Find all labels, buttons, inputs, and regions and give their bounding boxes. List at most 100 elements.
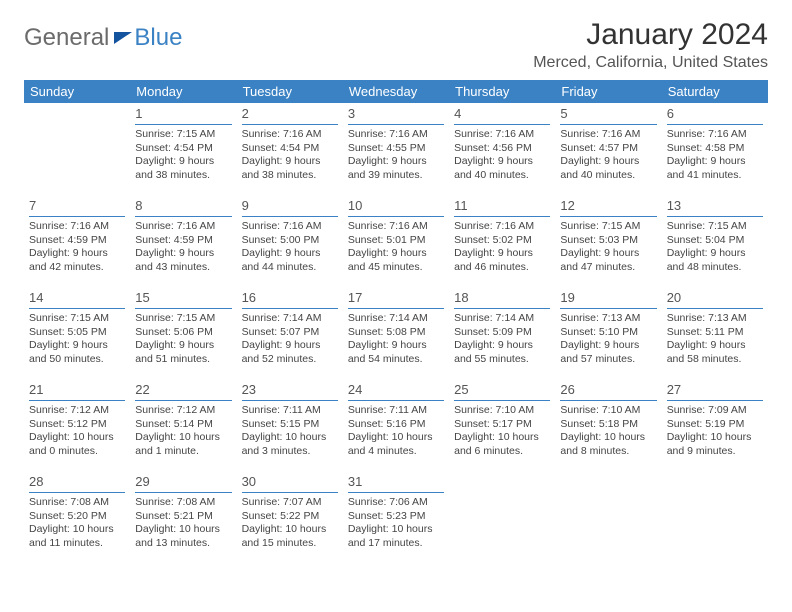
sunset-line: Sunset: 5:10 PM bbox=[560, 326, 656, 340]
sunrise-line: Sunrise: 7:10 AM bbox=[454, 404, 550, 418]
calendar-day-cell: 12 Sunrise: 7:15 AMSunset: 5:03 PMDayligh… bbox=[555, 195, 661, 287]
calendar-day-cell: 6Sunrise: 7:16 AMSunset: 4:58 PMDaylight… bbox=[662, 103, 768, 195]
calendar-day-cell: 23Sunrise: 7:11 AMSunset: 5:15 PMDayligh… bbox=[237, 379, 343, 471]
logo-text-blue: Blue bbox=[134, 24, 182, 52]
daylight-line: Daylight: 9 hours and 57 minutes. bbox=[560, 339, 656, 366]
sunset-line: Sunset: 5:04 PM bbox=[667, 234, 763, 248]
day-number: 20 bbox=[667, 290, 763, 309]
daylight-line: Daylight: 9 hours and 55 minutes. bbox=[454, 339, 550, 366]
calendar-day-cell: 5Sunrise: 7:16 AMSunset: 4:57 PMDaylight… bbox=[555, 103, 661, 195]
daylight-line: Daylight: 10 hours and 1 minute. bbox=[135, 431, 231, 458]
sunset-line: Sunset: 5:11 PM bbox=[667, 326, 763, 340]
sunrise-line: Sunrise: 7:08 AM bbox=[29, 496, 125, 510]
daylight-line: Daylight: 9 hours and 47 minutes. bbox=[560, 247, 656, 274]
daylight-line: Daylight: 10 hours and 15 minutes. bbox=[242, 523, 338, 550]
sunrise-line: Sunrise: 7:11 AM bbox=[242, 404, 338, 418]
daylight-line: Daylight: 10 hours and 17 minutes. bbox=[348, 523, 444, 550]
sunrise-line: Sunrise: 7:16 AM bbox=[560, 128, 656, 142]
daylight-line: Daylight: 9 hours and 43 minutes. bbox=[135, 247, 231, 274]
daylight-line: Daylight: 9 hours and 48 minutes. bbox=[667, 247, 763, 274]
sunset-line: Sunset: 4:55 PM bbox=[348, 142, 444, 156]
sunset-line: Sunset: 5:14 PM bbox=[135, 418, 231, 432]
sunset-line: Sunset: 4:59 PM bbox=[135, 234, 231, 248]
calendar-day-cell: 29Sunrise: 7:08 AMSunset: 5:21 PMDayligh… bbox=[130, 471, 236, 563]
sunset-line: Sunset: 4:56 PM bbox=[454, 142, 550, 156]
sunrise-line: Sunrise: 7:07 AM bbox=[242, 496, 338, 510]
day-number: 2 bbox=[242, 106, 338, 125]
sunrise-line: Sunrise: 7:16 AM bbox=[667, 128, 763, 142]
daylight-line: Daylight: 9 hours and 38 minutes. bbox=[242, 155, 338, 182]
calendar-day-cell: 16Sunrise: 7:14 AMSunset: 5:07 PMDayligh… bbox=[237, 287, 343, 379]
sunset-line: Sunset: 4:57 PM bbox=[560, 142, 656, 156]
sunrise-line: Sunrise: 7:16 AM bbox=[348, 220, 444, 234]
sunset-line: Sunset: 5:00 PM bbox=[242, 234, 338, 248]
day-number: 6 bbox=[667, 106, 763, 125]
daylight-line: Daylight: 9 hours and 40 minutes. bbox=[560, 155, 656, 182]
daylight-line: Daylight: 9 hours and 42 minutes. bbox=[29, 247, 125, 274]
sunset-line: Sunset: 5:03 PM bbox=[560, 234, 656, 248]
day-number: 3 bbox=[348, 106, 444, 125]
calendar-day-cell: 24Sunrise: 7:11 AMSunset: 5:16 PMDayligh… bbox=[343, 379, 449, 471]
month-title: January 2024 bbox=[533, 18, 768, 52]
sunrise-line: Sunrise: 7:12 AM bbox=[135, 404, 231, 418]
daylight-line: Daylight: 10 hours and 9 minutes. bbox=[667, 431, 763, 458]
title-block: January 2024 Merced, California, United … bbox=[533, 18, 768, 72]
day-number: 9 bbox=[242, 198, 338, 217]
sunset-line: Sunset: 5:01 PM bbox=[348, 234, 444, 248]
calendar-body: 1Sunrise: 7:15 AMSunset: 4:54 PMDaylight… bbox=[24, 103, 768, 563]
daylight-line: Daylight: 10 hours and 8 minutes. bbox=[560, 431, 656, 458]
daylight-line: Daylight: 9 hours and 50 minutes. bbox=[29, 339, 125, 366]
day-number: 18 bbox=[454, 290, 550, 309]
calendar-day-cell bbox=[555, 471, 661, 563]
daylight-line: Daylight: 10 hours and 0 minutes. bbox=[29, 431, 125, 458]
day-number: 15 bbox=[135, 290, 231, 309]
sunrise-line: Sunrise: 7:13 AM bbox=[667, 312, 763, 326]
day-number: 14 bbox=[29, 290, 125, 309]
sunset-line: Sunset: 5:21 PM bbox=[135, 510, 231, 524]
calendar-day-cell: 4Sunrise: 7:16 AMSunset: 4:56 PMDaylight… bbox=[449, 103, 555, 195]
sunset-line: Sunset: 5:19 PM bbox=[667, 418, 763, 432]
calendar-week-row: 21Sunrise: 7:12 AMSunset: 5:12 PMDayligh… bbox=[24, 379, 768, 471]
day-number: 7 bbox=[29, 198, 125, 217]
daylight-line: Daylight: 9 hours and 45 minutes. bbox=[348, 247, 444, 274]
calendar-day-cell: 28Sunrise: 7:08 AMSunset: 5:20 PMDayligh… bbox=[24, 471, 130, 563]
weekday-header: Sunday bbox=[24, 80, 130, 103]
sunset-line: Sunset: 5:12 PM bbox=[29, 418, 125, 432]
sunset-line: Sunset: 4:54 PM bbox=[135, 142, 231, 156]
day-number: 19 bbox=[560, 290, 656, 309]
daylight-line: Daylight: 9 hours and 39 minutes. bbox=[348, 155, 444, 182]
calendar-day-cell: 30 Sunrise: 7:07 AMSunset: 5:22 PMDayligh… bbox=[237, 471, 343, 563]
day-number: 8 bbox=[135, 198, 231, 217]
sunset-line: Sunset: 5:09 PM bbox=[454, 326, 550, 340]
calendar-day-cell: 17Sunrise: 7:14 AMSunset: 5:08 PMDayligh… bbox=[343, 287, 449, 379]
sunrise-line: Sunrise: 7:16 AM bbox=[242, 128, 338, 142]
calendar-day-cell: 9Sunrise: 7:16 AMSunset: 5:00 PMDaylight… bbox=[237, 195, 343, 287]
daylight-line: Daylight: 9 hours and 41 minutes. bbox=[667, 155, 763, 182]
sunset-line: Sunset: 5:15 PM bbox=[242, 418, 338, 432]
weekday-header: Monday bbox=[130, 80, 236, 103]
calendar-day-cell bbox=[449, 471, 555, 563]
sunrise-line: Sunrise: 7:12 AM bbox=[29, 404, 125, 418]
calendar-week-row: 28Sunrise: 7:08 AMSunset: 5:20 PMDayligh… bbox=[24, 471, 768, 563]
sunrise-line: Sunrise: 7:09 AM bbox=[667, 404, 763, 418]
sunrise-line: Sunrise: 7:10 AM bbox=[560, 404, 656, 418]
calendar-day-cell: 27 Sunrise: 7:09 AMSunset: 5:19 PMDayligh… bbox=[662, 379, 768, 471]
sunset-line: Sunset: 5:22 PM bbox=[242, 510, 338, 524]
daylight-line: Daylight: 9 hours and 40 minutes. bbox=[454, 155, 550, 182]
sunrise-line: Sunrise: 7:15 AM bbox=[560, 220, 656, 234]
calendar-day-cell: 26Sunrise: 7:10 AMSunset: 5:18 PMDayligh… bbox=[555, 379, 661, 471]
location: Merced, California, United States bbox=[533, 54, 768, 72]
day-number: 31 bbox=[348, 474, 444, 493]
daylight-line: Daylight: 9 hours and 58 minutes. bbox=[667, 339, 763, 366]
day-number: 12 bbox=[560, 198, 656, 217]
sunset-line: Sunset: 5:06 PM bbox=[135, 326, 231, 340]
calendar-day-cell: 1Sunrise: 7:15 AMSunset: 4:54 PMDaylight… bbox=[130, 103, 236, 195]
sunrise-line: Sunrise: 7:14 AM bbox=[454, 312, 550, 326]
day-number: 21 bbox=[29, 382, 125, 401]
logo-triangle-icon bbox=[114, 32, 132, 44]
weekday-header: Saturday bbox=[662, 80, 768, 103]
day-number: 30 bbox=[242, 474, 338, 493]
day-number: 27 bbox=[667, 382, 763, 401]
sunrise-line: Sunrise: 7:14 AM bbox=[348, 312, 444, 326]
sunset-line: Sunset: 5:02 PM bbox=[454, 234, 550, 248]
